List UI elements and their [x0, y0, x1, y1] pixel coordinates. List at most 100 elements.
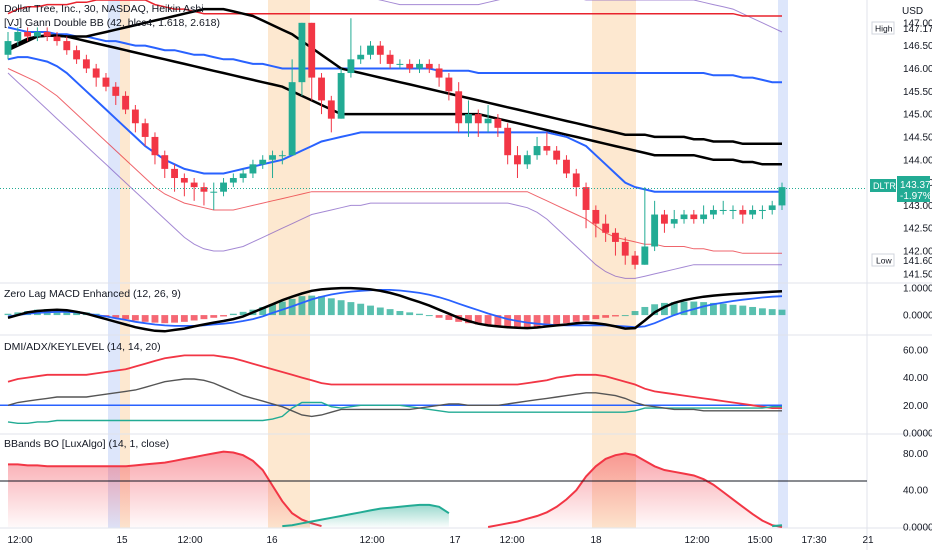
- session-band-orange: [592, 0, 636, 528]
- macd-histogram-bar: [719, 303, 727, 316]
- candle-body: [229, 178, 237, 183]
- study-legend-macd[interactable]: Zero Lag MACD Enhanced (12, 26, 9): [4, 288, 181, 300]
- macd-histogram-bar: [494, 315, 502, 327]
- price-tick-label: 146.00: [903, 64, 932, 75]
- macd-histogram-bar: [484, 315, 492, 326]
- candle-body: [200, 187, 208, 192]
- candle-body: [82, 59, 90, 69]
- macd-histogram-bar: [190, 315, 198, 321]
- candle-body: [396, 63, 404, 65]
- macd-histogram-bar: [416, 313, 423, 316]
- macd-histogram-bar: [210, 315, 218, 318]
- macd-histogram-bar: [327, 298, 335, 316]
- macd-histogram-bar: [259, 306, 267, 316]
- price-tick-label: 147.00: [903, 18, 932, 29]
- candle-body: [347, 59, 355, 74]
- candle-body: [680, 214, 688, 220]
- candle-body: [278, 155, 286, 157]
- candle-body: [416, 63, 423, 69]
- macd-histogram-bar: [229, 313, 237, 316]
- macd-histogram-bar: [631, 311, 639, 316]
- price-pane[interactable]: [0, 0, 867, 279]
- candle-body: [768, 205, 776, 210]
- candle-body: [14, 31, 22, 42]
- session-band-orange: [120, 0, 130, 528]
- low-label: Low: [876, 256, 892, 266]
- bull-line: [772, 524, 783, 528]
- macd-pane[interactable]: 1.0000 0.0000: [4, 284, 932, 333]
- bbands-bo-pane[interactable]: 80.00 40.00 0.0000: [0, 449, 932, 534]
- candle-body: [514, 155, 521, 165]
- macd-histogram-bar: [141, 315, 149, 322]
- candle-body: [73, 50, 81, 60]
- dmi-tick-label: 20.00: [903, 401, 928, 412]
- session-band-blue: [778, 0, 788, 528]
- candle-body: [504, 127, 512, 156]
- candle-body: [131, 109, 139, 124]
- dmi-pane[interactable]: 60.00 40.00 20.00 0.0000: [0, 345, 932, 440]
- macd-histogram-bar: [680, 301, 688, 316]
- time-tick-label: 21: [862, 535, 874, 546]
- macd-histogram-bar: [445, 315, 453, 320]
- candle-body: [553, 150, 561, 160]
- macd-histogram-bar: [406, 312, 414, 316]
- macd-histogram-bar: [661, 302, 668, 316]
- macd-histogram-bar: [298, 296, 306, 316]
- macd-histogram-bar: [112, 315, 120, 318]
- candle-body: [572, 173, 580, 188]
- bbo-tick-label: 0.0000: [903, 523, 932, 534]
- macd-histogram-bar: [572, 315, 580, 322]
- candle-body: [112, 86, 120, 96]
- candle-body: [523, 155, 531, 165]
- macd-histogram-bar: [474, 315, 482, 325]
- time-axis[interactable]: 12:00 15 12:00 16 12:00 17 12:00 18 12:00 15:00 17…: [7, 535, 874, 546]
- macd-histogram-bar: [337, 300, 345, 316]
- macd-histogram-bar: [670, 302, 678, 316]
- study-legend-gann[interactable]: [VJ] Gann Double BB (42, hlcc4, 1.618, 2…: [4, 17, 220, 29]
- basis-line: [7, 7, 782, 146]
- bear-area: [8, 451, 322, 527]
- candle-body: [357, 54, 365, 60]
- candle-body: [406, 63, 414, 69]
- price-tick-label: 145.50: [903, 87, 932, 98]
- candle-body: [670, 219, 678, 224]
- candle-body: [318, 77, 325, 101]
- dmi-tick-label: 0.0000: [903, 429, 932, 440]
- candle-body: [455, 91, 463, 124]
- last-price-badge: [897, 176, 930, 202]
- candle-body: [749, 209, 757, 215]
- candle-body: [376, 45, 384, 55]
- dmi-tick-label: 40.00: [903, 373, 928, 384]
- macd-histogram-bar: [523, 315, 531, 329]
- gann-bands: [7, 0, 783, 279]
- macd-histogram-bar: [386, 309, 394, 316]
- candle-body: [465, 114, 472, 124]
- candles: [0, 18, 867, 270]
- macd-histogram-bar: [376, 307, 384, 316]
- candle-body: [641, 246, 649, 265]
- macd-histogram-bar: [200, 315, 208, 320]
- time-tick-label: 12:00: [359, 535, 384, 546]
- study-legend-bbo[interactable]: BBands BO [LuxAlgo] (14, 1, close): [4, 438, 169, 450]
- price-scale[interactable]: 147.00 146.50 146.00 145.50 145.00 144.50 144.…: [903, 18, 932, 280]
- di-minus-line: [7, 378, 782, 418]
- bull-area: [282, 504, 449, 527]
- price-tick-label: 142.50: [903, 224, 932, 235]
- macd-histogram-bar: [592, 315, 600, 320]
- time-tick-label: 16: [266, 535, 278, 546]
- candle-body: [4, 41, 12, 55]
- candle-body: [719, 209, 727, 211]
- bear-area: [488, 453, 782, 527]
- candle-body: [288, 82, 296, 156]
- price-tick-label: 145.00: [903, 110, 932, 121]
- study-legend-dmi[interactable]: DMI/ADX/KEYLEVEL (14, 14, 20): [4, 341, 161, 353]
- currency-label[interactable]: USD: [902, 6, 923, 17]
- candle-body: [122, 95, 129, 110]
- macd-signal-line: [7, 288, 783, 329]
- low-badge: [871, 253, 895, 267]
- macd-histogram-bar: [367, 305, 374, 316]
- macd-histogram-bar: [396, 311, 404, 316]
